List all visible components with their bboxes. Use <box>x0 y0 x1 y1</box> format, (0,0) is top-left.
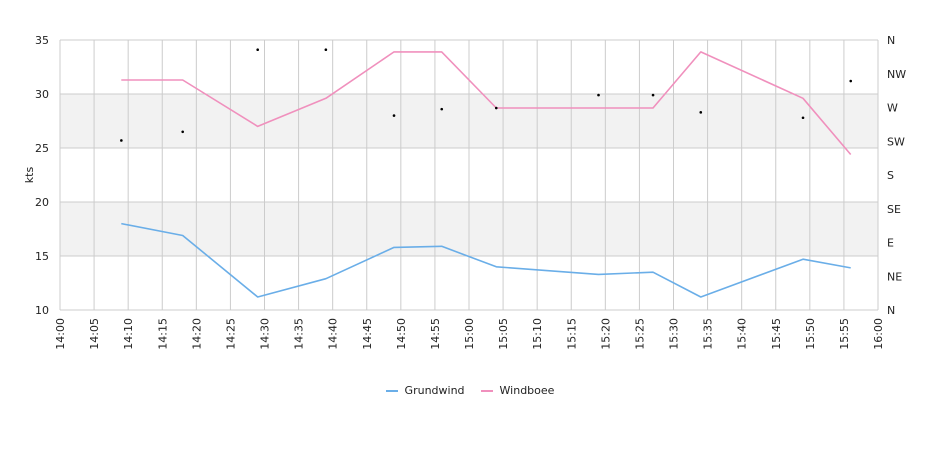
legend: Grundwind Windboee <box>0 384 940 397</box>
x-tick-label: 14:00 <box>54 318 67 350</box>
y-tick-label: 25 <box>35 142 49 155</box>
x-tick-label: 14:40 <box>327 318 340 350</box>
direction-tick-label: NW <box>887 68 906 81</box>
x-tick-label: 16:00 <box>872 318 885 350</box>
x-tick-label: 14:30 <box>259 318 272 350</box>
direction-point <box>494 106 498 110</box>
x-tick-label: 15:10 <box>531 318 544 350</box>
x-tick-label: 15:25 <box>633 318 646 350</box>
legend-label-windboee: Windboee <box>499 384 555 397</box>
direction-point <box>440 107 444 111</box>
direction-point <box>849 79 853 83</box>
legend-swatch-grundwind <box>385 389 398 392</box>
x-tick-label: 14:20 <box>190 318 203 350</box>
series-line-windboee <box>121 51 852 156</box>
x-tick-label: 14:15 <box>156 318 169 350</box>
x-tick-label: 14:55 <box>429 318 442 350</box>
x-tick-label: 15:15 <box>565 318 578 350</box>
direction-tick-label: N <box>887 34 895 47</box>
direction-point <box>181 130 184 134</box>
direction-point <box>324 48 328 52</box>
direction-point <box>392 114 396 117</box>
x-tick-label: 15:30 <box>668 318 681 350</box>
x-tick-label: 15:40 <box>736 318 749 350</box>
x-tick-label: 14:45 <box>361 318 374 350</box>
direction-tick-label: N <box>887 304 895 317</box>
x-tick-label: 14:35 <box>293 318 306 350</box>
x-tick-label: 15:50 <box>804 318 817 350</box>
legend-item-windboee[interactable]: Windboee <box>480 384 555 397</box>
x-tick-label: 15:55 <box>838 318 851 350</box>
x-tick-label: 14:05 <box>88 318 101 350</box>
x-tick-label: 15:05 <box>497 318 510 350</box>
direction-point <box>120 139 123 142</box>
direction-tick-label: NE <box>887 270 902 283</box>
y-axis-title: kts <box>23 167 36 184</box>
legend-swatch-windboee <box>480 389 493 392</box>
x-tick-label: 15:00 <box>463 318 476 350</box>
x-tick-label: 14:25 <box>224 318 237 350</box>
y-tick-label: 20 <box>35 196 49 209</box>
x-tick-label: 14:10 <box>122 318 135 350</box>
legend-label-grundwind: Grundwind <box>404 384 465 397</box>
legend-item-grundwind[interactable]: Grundwind <box>385 384 465 397</box>
x-tick-label: 15:20 <box>599 318 612 350</box>
y-tick-label: 15 <box>35 250 49 263</box>
direction-tick-label: W <box>887 102 898 115</box>
direction-tick-label: SW <box>887 135 905 148</box>
direction-tick-label: E <box>887 237 894 250</box>
x-tick-label: 14:50 <box>395 318 408 350</box>
y-tick-label: 35 <box>35 34 49 47</box>
x-tick-label: 15:45 <box>770 318 783 350</box>
direction-point <box>801 116 805 120</box>
direction-tick-label: S <box>887 169 894 182</box>
direction-point <box>699 111 703 114</box>
direction-point <box>256 48 259 52</box>
direction-tick-label: SE <box>887 203 901 216</box>
series-line-grundwind <box>121 222 851 298</box>
y-tick-label: 10 <box>35 304 49 317</box>
direction-point <box>597 93 600 97</box>
direction-point <box>651 93 655 97</box>
y-tick-label: 30 <box>35 88 49 101</box>
x-tick-label: 15:35 <box>702 318 715 350</box>
